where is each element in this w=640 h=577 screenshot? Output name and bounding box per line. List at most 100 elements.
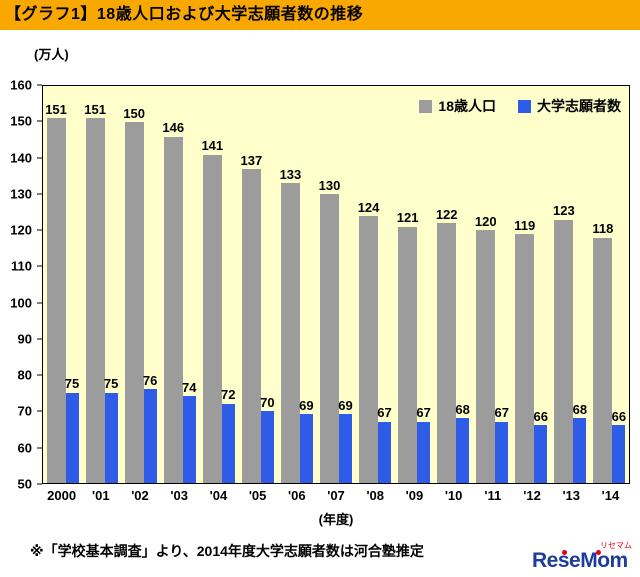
- bar-column-applicants: 66: [611, 86, 627, 483]
- y-tick-mark: [37, 374, 42, 376]
- y-tick-mark: [37, 447, 42, 449]
- x-axis-labels: 2000 '01 '02 '03 '04 '05 '06 '07 '08 '09 '10 '11 '12…: [42, 488, 630, 503]
- y-tick-label: 50: [17, 476, 32, 492]
- bar-population: [359, 215, 379, 483]
- x-axis-unit-label: (年度): [318, 512, 354, 527]
- bar-column-population: 151: [84, 86, 106, 483]
- logo-dot: [596, 550, 601, 555]
- y-tick-mark: [37, 302, 42, 304]
- bar-column-applicants: 67: [377, 86, 392, 483]
- y-tick-label: 160: [10, 77, 32, 93]
- legend-swatch-applicants: [518, 99, 531, 113]
- plot-area: 18歳人口 大学志願者数 151 75 151 75 150 76 146 74 141 72 13…: [42, 85, 630, 484]
- bar-group: 151 75: [82, 86, 121, 483]
- bar-value-label: 150: [123, 105, 146, 121]
- bar-value-label: 141: [201, 138, 224, 154]
- bar-column-population: 133: [279, 86, 302, 483]
- x-tick-label: '05: [248, 488, 267, 503]
- y-tick-mark: [37, 483, 42, 485]
- bar-column-applicants: 75: [104, 86, 118, 483]
- bar-value-label: 75: [64, 376, 80, 392]
- bar-column-population: 124: [357, 86, 380, 483]
- y-tick-mark: [37, 229, 42, 231]
- bar-value-label: 66: [611, 408, 627, 424]
- x-tick-label: '06: [288, 488, 306, 503]
- x-tick-label: '09: [405, 488, 424, 503]
- resemom-logo-subtext: リセマム: [600, 541, 632, 550]
- y-tick-label: 100: [10, 295, 32, 311]
- bar-value-label: 69: [299, 398, 314, 414]
- bar-value-label: 133: [279, 167, 302, 183]
- x-tick-label: 2000: [47, 488, 77, 503]
- footnote: ※「学校基本調査」より、2014年度大学志願者数は河合塾推定: [30, 543, 424, 559]
- bar-column-population: 137: [241, 86, 262, 483]
- legend: 18歳人口 大学志願者数: [419, 96, 621, 116]
- bar-value-label: 67: [494, 405, 509, 421]
- x-tick-label: '08: [366, 488, 384, 503]
- bar-population: [124, 122, 144, 483]
- bar-group: 120 67: [473, 86, 512, 483]
- bar-column-population: 119: [514, 86, 536, 483]
- bar-population: [554, 219, 574, 483]
- bar-group: 150 76: [121, 86, 160, 483]
- bar-value-label: 72: [221, 387, 236, 403]
- y-tick-mark: [37, 338, 42, 340]
- resemom-logo: リセマム ReseMom: [532, 540, 634, 574]
- bar-group: 151 75: [43, 86, 82, 483]
- x-tick-label: '11: [484, 488, 502, 503]
- bar-column-population: 130: [318, 86, 341, 483]
- bar-value-label: 146: [162, 120, 185, 136]
- legend-swatch-population: [419, 99, 433, 113]
- bar-value-label: 123: [553, 203, 575, 219]
- bar-value-label: 68: [455, 401, 470, 417]
- y-tick-label: 110: [11, 258, 32, 274]
- legend-item-applicants: 大学志願者数: [518, 96, 621, 116]
- bar-column-applicants: 67: [494, 86, 509, 483]
- bar-applicants: [534, 425, 548, 483]
- bar-group: 130 69: [316, 86, 355, 483]
- bar-value-label: 119: [514, 217, 536, 233]
- y-tick-label: 60: [17, 440, 32, 456]
- bar-column-applicants: 75: [64, 86, 80, 483]
- bar-population: [398, 226, 418, 483]
- bar-value-label: 70: [260, 394, 275, 410]
- bar-column-applicants: 68: [455, 86, 470, 483]
- bar-applicants: [378, 421, 392, 483]
- bar-column-population: 118: [592, 86, 613, 483]
- bar-value-label: 120: [474, 214, 497, 230]
- bar-population: [476, 230, 496, 483]
- legend-item-population: 18歳人口: [419, 96, 496, 116]
- bar-group: 119 66: [512, 86, 551, 483]
- bar-column-population: 146: [162, 86, 185, 483]
- bar-applicants: [612, 425, 626, 483]
- y-tick-mark: [37, 120, 42, 122]
- y-axis: 160 150 140 130 120 110 100 90 80 70 60 50: [0, 78, 42, 492]
- bar-group: 122 68: [434, 86, 473, 483]
- bar-column-applicants: 66: [533, 86, 549, 483]
- y-tick-mark: [37, 84, 42, 86]
- bar-applicants: [221, 403, 235, 483]
- bar-column-population: 122: [436, 86, 458, 483]
- bar-applicants: [182, 396, 196, 483]
- bar-column-population: 141: [201, 86, 224, 483]
- bar-population: [437, 223, 457, 483]
- logo-dot: [562, 550, 567, 555]
- y-tick-label: 150: [10, 113, 32, 129]
- legend-label-applicants: 大学志願者数: [537, 98, 621, 114]
- bar-value-label: 130: [318, 177, 341, 193]
- x-tick-label: '07: [327, 488, 345, 503]
- bar-applicants: [143, 389, 157, 483]
- bar-population: [202, 154, 222, 483]
- bar-group: 146 74: [160, 86, 199, 483]
- bar-population: [163, 136, 183, 483]
- bar-value-label: 67: [377, 405, 392, 421]
- y-tick-label: 140: [10, 150, 32, 166]
- bar-population: [241, 169, 261, 483]
- bar-column-population: 151: [45, 86, 67, 483]
- bar-value-label: 66: [533, 408, 549, 424]
- bar-population: [280, 183, 300, 483]
- x-tick-label: '13: [562, 488, 581, 503]
- bar-column-applicants: 69: [338, 86, 353, 483]
- bar-value-label: 124: [357, 199, 380, 215]
